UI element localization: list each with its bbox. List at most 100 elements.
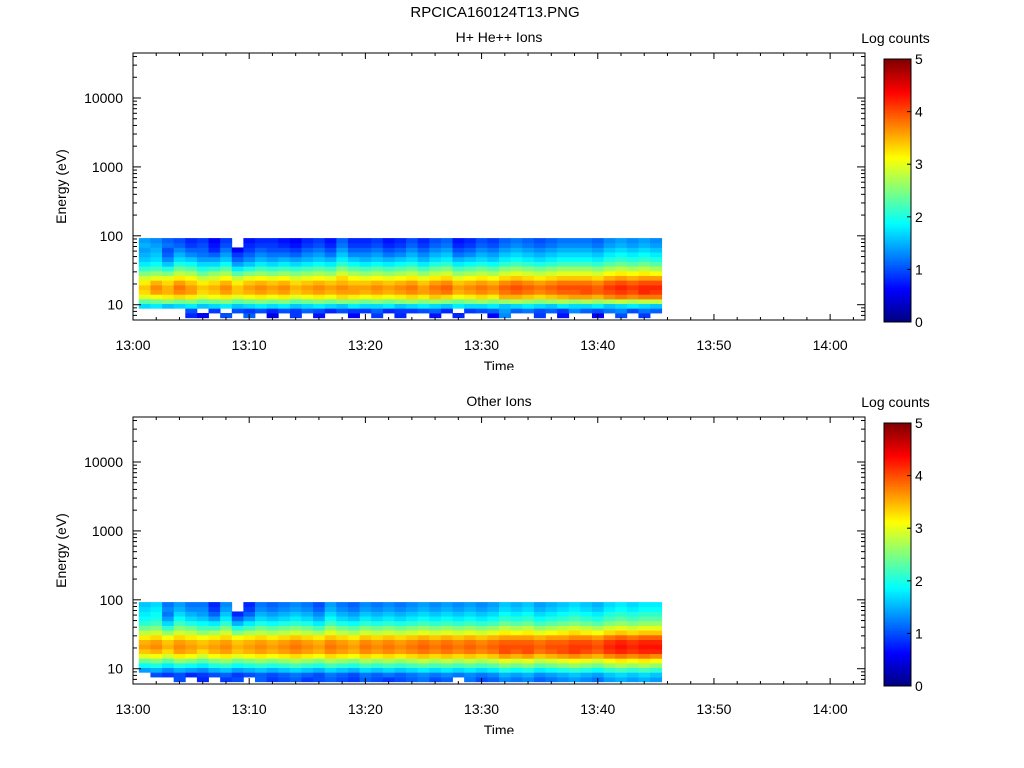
heatmap-cell <box>522 289 535 295</box>
colorbar-step <box>884 675 911 679</box>
colorbar-step <box>884 75 911 78</box>
colorbar-step <box>884 98 911 101</box>
heatmap-cell <box>196 284 209 291</box>
heatmap-cell <box>591 261 604 267</box>
heatmap-cell <box>464 630 477 636</box>
heatmap-cell <box>464 648 477 655</box>
heatmap-cell <box>313 238 326 244</box>
colorbar-step <box>884 523 911 527</box>
heatmap-cell <box>464 658 477 664</box>
heatmap-cell <box>196 662 209 669</box>
heatmap-cell <box>545 658 558 664</box>
colorbar-step <box>884 215 911 218</box>
colorbar-step <box>884 474 911 477</box>
heatmap-cell <box>150 252 163 258</box>
heatmap-cell <box>510 294 523 300</box>
heatmap-cell <box>231 303 244 309</box>
colorbar-step <box>884 618 911 621</box>
heatmap-cell <box>638 644 651 650</box>
heatmap-cell <box>417 294 430 300</box>
heatmap-cell <box>289 242 302 248</box>
heatmap-cell <box>359 662 372 669</box>
heatmap-cell <box>394 284 407 291</box>
heatmap-cell <box>440 602 453 608</box>
colorbar-step <box>884 468 911 471</box>
colorbar-step <box>884 243 911 247</box>
heatmap-cell <box>220 616 233 622</box>
heatmap-cell <box>185 667 198 673</box>
heatmap-cell <box>231 284 244 291</box>
heatmap-cell <box>185 303 198 309</box>
colorbar-step <box>884 591 911 595</box>
heatmap-cell <box>615 630 628 636</box>
heatmap-cell <box>533 275 546 281</box>
heatmap-cell <box>382 667 395 673</box>
heatmap-cell <box>324 280 337 286</box>
heatmap-cell <box>533 303 546 309</box>
heatmap-cell <box>324 294 337 300</box>
heatmap-cell <box>382 653 395 659</box>
heatmap-cell <box>580 620 593 626</box>
y-tick-label: 10000 <box>84 90 123 106</box>
heatmap-cell <box>371 611 384 617</box>
heatmap-cell <box>359 667 372 673</box>
heatmap-cell <box>522 238 535 244</box>
heatmap-cell <box>173 658 186 664</box>
heatmap-cell <box>243 252 256 258</box>
heatmap-cell <box>196 634 209 640</box>
heatmap-cell <box>429 616 442 622</box>
x-tick-label: 14:00 <box>813 701 848 717</box>
heatmap-cell <box>475 667 488 673</box>
heatmap-cell <box>499 625 512 631</box>
heatmap-cell <box>464 639 477 645</box>
heatmap-cell <box>545 662 558 669</box>
heatmap-cell <box>406 630 419 636</box>
heatmap-cell <box>545 644 558 650</box>
heatmap-cell <box>522 639 535 645</box>
heatmap-cell <box>475 289 488 295</box>
heatmap-cell <box>533 289 546 295</box>
heatmap-cell <box>301 620 314 626</box>
heatmap-cell <box>208 653 221 659</box>
plot-frame <box>132 416 866 685</box>
heatmap-cell <box>138 634 151 640</box>
colorbar-step <box>884 118 911 122</box>
heatmap-cell <box>347 616 360 622</box>
heatmap-cell <box>313 289 326 295</box>
heatmap-cell <box>324 672 337 678</box>
colorbar-step <box>884 554 911 558</box>
heatmap-cell <box>650 672 663 678</box>
heatmap-cell <box>336 294 349 300</box>
colorbar-step <box>884 260 911 263</box>
heatmap-cell <box>313 242 326 248</box>
heatmap-cell <box>347 280 360 286</box>
heatmap-cell <box>417 662 430 669</box>
heatmap-cell <box>475 275 488 281</box>
heatmap-cell <box>266 630 279 636</box>
heatmap-cell <box>533 247 546 253</box>
heatmap-cell <box>499 298 512 305</box>
heatmap-cell <box>371 662 384 669</box>
heatmap-cell <box>150 270 163 276</box>
heatmap-cell <box>429 630 442 636</box>
heatmap-cell <box>545 266 558 272</box>
heatmap-cell <box>626 275 639 281</box>
heatmap-cell <box>336 280 349 286</box>
heatmap-cell <box>406 658 419 664</box>
heatmap-cell <box>638 606 651 612</box>
heatmap-cell <box>231 662 244 669</box>
heatmap-cell <box>255 270 268 276</box>
colorbar-step <box>884 492 911 496</box>
heatmap-cell <box>220 247 233 253</box>
heatmap-cell <box>371 289 384 295</box>
heatmap-cell <box>510 284 523 291</box>
heatmap-cell <box>278 270 291 276</box>
heatmap-cell <box>591 247 604 253</box>
colorbar-step <box>884 601 911 605</box>
heatmap-cell <box>475 630 488 636</box>
heatmap-cell <box>557 298 570 305</box>
heatmap-cell <box>487 630 500 636</box>
heatmap-cell <box>487 261 500 267</box>
heatmap-cell <box>603 602 616 608</box>
colorbar-step <box>884 196 911 200</box>
